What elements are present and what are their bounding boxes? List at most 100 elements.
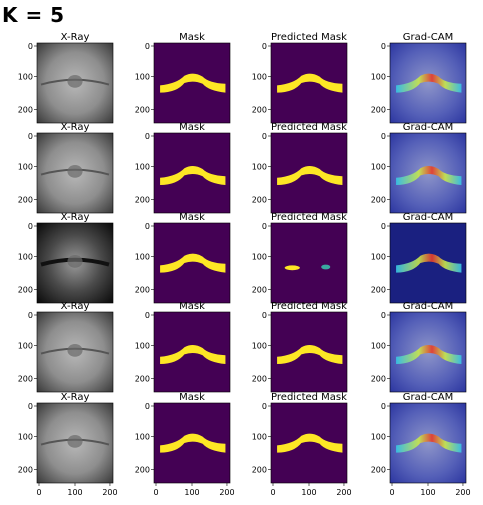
y-tick-label: 0 <box>381 42 386 51</box>
joint-notch <box>67 344 83 357</box>
y-tick-label: 200 <box>18 465 33 474</box>
cartilage-region <box>160 73 226 93</box>
mask-image <box>154 223 230 303</box>
panel-title: Grad-CAM <box>403 32 453 43</box>
y-tick-label: 200 <box>252 105 267 114</box>
panel-r3-pred: Predicted Mask 0 100 200 <box>252 212 348 304</box>
y-tick-label: 200 <box>371 374 386 383</box>
joint-notch <box>67 75 83 88</box>
panel-frame <box>389 42 467 124</box>
panel-r1-cam: Grad-CAM 0 100 200 <box>371 32 467 124</box>
y-tick-label: 0 <box>262 402 267 411</box>
y-tick-label: 100 <box>135 253 150 262</box>
y-tick-label: 200 <box>18 285 33 294</box>
panel-frame <box>36 42 114 124</box>
panel-r4-cam: Grad-CAM 0 100 200 <box>371 301 467 393</box>
y-tick-label: 200 <box>371 105 386 114</box>
activation-hotspot <box>396 253 462 273</box>
x-tick-label: 100 <box>184 488 199 497</box>
panel-title: Mask <box>179 392 205 403</box>
panel-title: Predicted Mask <box>271 212 347 223</box>
panel-frame <box>153 222 231 304</box>
cartilage-region <box>277 73 343 93</box>
y-tick-label: 100 <box>18 163 33 172</box>
y-tick-label: 0 <box>145 42 150 51</box>
cartilage-region-right <box>321 264 331 270</box>
y-tick-label: 0 <box>381 402 386 411</box>
x-tick-label: 100 <box>420 488 435 497</box>
y-tick-label: 200 <box>135 374 150 383</box>
panel-title: X-Ray <box>61 32 90 43</box>
mask-image <box>154 403 230 483</box>
y-tick-label: 200 <box>252 374 267 383</box>
y-tick-label: 0 <box>145 311 150 320</box>
x-tick-label: 200 <box>219 488 234 497</box>
y-tick-label: 0 <box>28 222 33 231</box>
y-tick-label: 100 <box>135 342 150 351</box>
activation-hotspot <box>396 73 462 93</box>
y-tick-label: 100 <box>135 163 150 172</box>
y-tick-label: 200 <box>371 195 386 204</box>
panel-title: Mask <box>179 32 205 43</box>
panel-frame <box>36 132 114 214</box>
panel-frame <box>389 132 467 214</box>
panel-title: Predicted Mask <box>271 32 347 43</box>
x-tick-label: 100 <box>67 488 82 497</box>
panel-title: X-Ray <box>61 392 90 403</box>
y-tick-label: 100 <box>371 73 386 82</box>
y-tick-label: 100 <box>18 342 33 351</box>
panel-r5-cam: Grad-CAM 0 100 200 0 100 200 <box>371 392 471 497</box>
panel-r4-xray: X-Ray 0 100 200 <box>18 301 114 393</box>
y-tick-label: 0 <box>28 42 33 51</box>
joint-notch <box>67 435 83 448</box>
panel-r5-xray: X-Ray 0 100 200 0 100 200 <box>18 392 118 497</box>
panel-r2-cam: Grad-CAM 0 100 200 <box>371 122 467 214</box>
x-tick-label: 200 <box>336 488 351 497</box>
y-tick-label: 100 <box>371 433 386 442</box>
cartilage-region-left <box>284 265 300 271</box>
gradcam-image <box>390 223 466 303</box>
x-tick-label: 100 <box>301 488 316 497</box>
y-tick-label: 0 <box>28 311 33 320</box>
panel-r5-pred: Predicted Mask 0 100 200 0 100 200 <box>252 392 352 497</box>
y-tick-label: 200 <box>135 285 150 294</box>
y-tick-label: 200 <box>135 465 150 474</box>
y-tick-label: 100 <box>252 433 267 442</box>
panel-r4-pred: Predicted Mask 0 100 200 <box>252 301 348 393</box>
x-tick-label: 0 <box>36 488 41 497</box>
x-tick-label: 0 <box>153 488 158 497</box>
cartilage-region <box>160 344 226 364</box>
cartilage-region <box>160 165 226 185</box>
panel-title: Predicted Mask <box>271 301 347 312</box>
panel-title: X-Ray <box>61 122 90 133</box>
y-tick-label: 100 <box>18 73 33 82</box>
panel-frame <box>153 42 231 124</box>
y-tick-label: 100 <box>18 253 33 262</box>
x-tick-label: 0 <box>389 488 394 497</box>
y-tick-label: 0 <box>28 132 33 141</box>
y-tick-label: 0 <box>381 132 386 141</box>
y-tick-label: 0 <box>145 402 150 411</box>
predicted-mask-image <box>271 223 347 303</box>
x-tick-label: 0 <box>270 488 275 497</box>
y-tick-label: 100 <box>135 433 150 442</box>
x-tick-label: 200 <box>455 488 470 497</box>
y-tick-label: 100 <box>18 433 33 442</box>
panel-r3-xray: X-Ray 0 100 200 <box>18 212 114 304</box>
panel-frame <box>270 132 348 214</box>
y-tick-label: 200 <box>252 465 267 474</box>
y-tick-label: 200 <box>371 285 386 294</box>
panel-frame <box>153 132 231 214</box>
predicted-mask-image <box>271 403 347 483</box>
panel-frame <box>36 222 114 304</box>
figure-heading: K = 5 <box>2 3 65 27</box>
panel-r4-mask: Mask 0 100 200 <box>135 301 231 393</box>
cartilage-region <box>277 344 343 364</box>
panel-frame <box>270 311 348 393</box>
panel-frame <box>153 311 231 393</box>
panel-r2-xray: X-Ray 0 100 200 <box>18 122 114 214</box>
panel-title: Mask <box>179 212 205 223</box>
predicted-mask-image <box>271 43 347 123</box>
panel-frame <box>270 222 348 304</box>
panel-r1-pred: Predicted Mask 0 100 200 <box>252 32 348 124</box>
